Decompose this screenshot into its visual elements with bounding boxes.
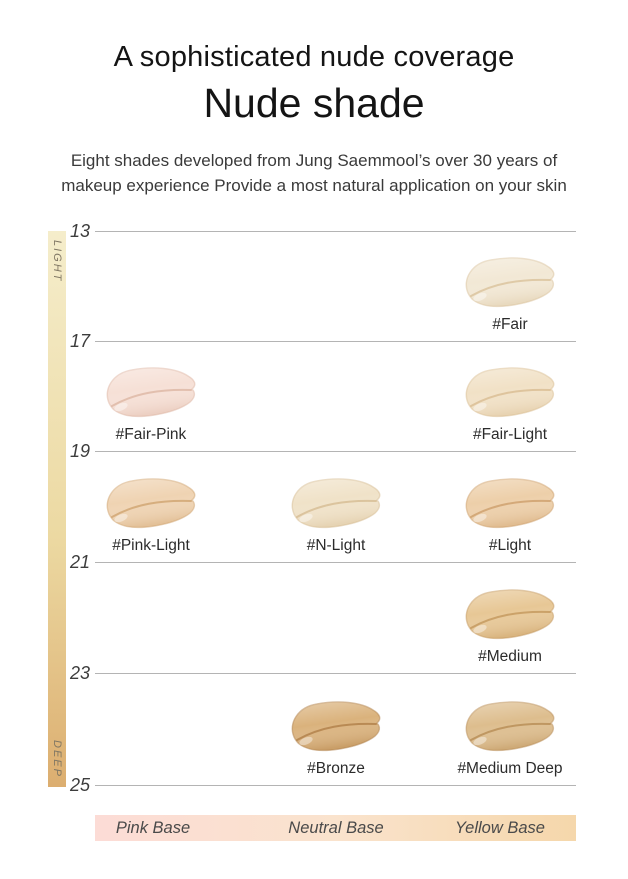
base-axis-label-pink: Pink Base [115,819,191,837]
shade-label: #Fair-Light [472,426,548,443]
gridline-17 [95,341,576,342]
gridline-23 [95,673,576,674]
y-tick-13: 13 [69,221,90,241]
shade-swatch-fair-pink: #Fair-Pink [86,363,216,444]
shade-swatch-pink-light: #Pink-Light [86,474,216,555]
shade-smear-icon [465,257,555,308]
shade-swatch-mediumdeep: #Medium Deep [445,697,575,778]
shade-smear-icon [465,589,555,640]
shade-smear-icon [291,701,381,752]
gridline-19 [95,451,576,452]
shade-label: #Medium [478,648,542,665]
shade-label: #Bronze [307,760,365,777]
y-tick-19: 19 [69,441,90,461]
shade-swatch-light: #Light [445,474,575,555]
shade-label: #Fair [492,316,528,333]
shade-swatch-n-light: #N-Light [271,474,401,555]
y-tick-23: 23 [69,663,90,683]
shade-smear-icon [465,478,555,529]
shade-label: #Pink-Light [112,537,190,554]
y-tick-25: 25 [69,775,90,795]
header: A sophisticated nude coverage Nude shade… [0,41,628,198]
gridline-21 [95,562,576,563]
shade-swatch-medium: #Medium [445,585,575,666]
header-tagline: A sophisticated nude coverage [113,41,515,73]
description-line-2: makeup experience Provide a most natural… [61,176,567,195]
shade-label: #Medium Deep [457,760,563,777]
description-line-1: Eight shades developed from Jung Saemmoo… [70,151,558,170]
shade-swatch-fair: #Fair [445,253,575,334]
gridline-25 [95,785,576,786]
depth-axis-label-light: LIGHT [51,240,63,283]
shade-label: #N-Light [306,537,366,554]
shade-label: #Light [488,537,532,554]
shade-label: #Fair-Pink [115,426,187,443]
shade-smear-icon [465,367,555,418]
shade-smear-icon [291,478,381,529]
y-tick-21: 21 [69,552,90,572]
depth-axis-bar: LIGHT DEEP [48,231,66,787]
shade-smear-icon [106,367,196,418]
y-tick-17: 17 [69,331,90,351]
page-title: Nude shade [203,80,425,126]
depth-axis-label-deep: DEEP [51,740,63,778]
base-axis-bar [95,815,576,841]
shade-smear-icon [106,478,196,529]
gridline-13 [95,231,576,232]
shade-smear-icon [465,701,555,752]
shade-swatch-bronze: #Bronze [271,697,401,778]
base-axis-label-yellow: Yellow Base [455,819,545,837]
base-axis-label-neutral: Neutral Base [288,819,384,837]
header-description: Eight shades developed from Jung Saemmoo… [0,148,628,198]
shade-swatch-fair-light: #Fair-Light [445,363,575,444]
